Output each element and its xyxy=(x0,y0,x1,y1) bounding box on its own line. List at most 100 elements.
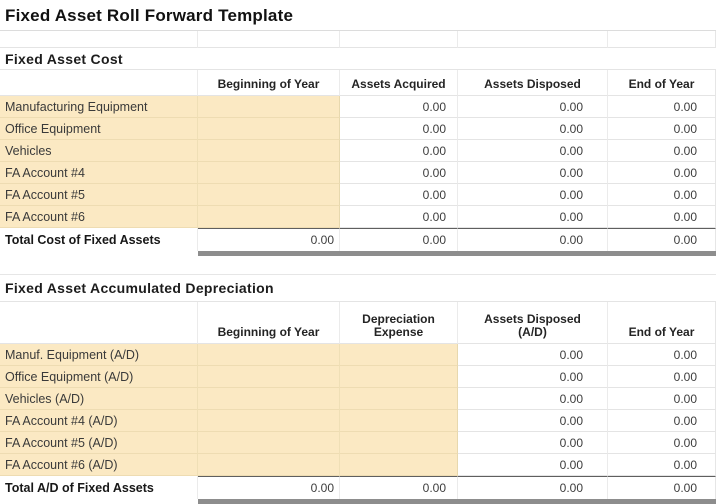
section1-header-row: Beginning of Year Assets Acquired Assets… xyxy=(0,70,716,96)
column-header-depreciation-expense[interactable]: Depreciation Expense xyxy=(340,302,458,344)
total-beginning-of-year[interactable]: 0.00 xyxy=(198,476,340,499)
cell-beginning-of-year[interactable] xyxy=(198,366,340,388)
cell-depreciation-expense[interactable] xyxy=(340,344,458,366)
cell-beginning-of-year[interactable] xyxy=(198,344,340,366)
row-label[interactable]: FA Account #5 xyxy=(0,184,198,206)
total-row-label[interactable]: Total Cost of Fixed Assets xyxy=(0,228,198,251)
cell-end-of-year[interactable]: 0.00 xyxy=(608,432,716,454)
total-end-of-year[interactable]: 0.00 xyxy=(608,228,716,251)
cell-end-of-year[interactable]: 0.00 xyxy=(608,410,716,432)
cell-depreciation-expense[interactable] xyxy=(340,410,458,432)
total-beginning-of-year[interactable]: 0.00 xyxy=(198,228,340,251)
cell-beginning-of-year[interactable] xyxy=(198,388,340,410)
cell-depreciation-expense[interactable] xyxy=(340,432,458,454)
total-assets-disposed[interactable]: 0.00 xyxy=(458,228,608,251)
cell-end-of-year[interactable]: 0.00 xyxy=(608,366,716,388)
empty-cell[interactable] xyxy=(198,31,340,48)
section2-heading[interactable]: Fixed Asset Accumulated Depreciation xyxy=(5,280,274,296)
sheet-title[interactable]: Fixed Asset Roll Forward Template xyxy=(5,6,294,25)
table-row: FA Account #6 0.00 0.00 0.00 xyxy=(0,206,716,228)
cell-assets-disposed[interactable]: 0.00 xyxy=(458,162,608,184)
cell-beginning-of-year[interactable] xyxy=(198,140,340,162)
cell-assets-acquired[interactable]: 0.00 xyxy=(340,118,458,140)
column-header-end-of-year[interactable]: End of Year xyxy=(608,70,716,96)
cell-beginning-of-year[interactable] xyxy=(198,432,340,454)
empty-cell[interactable] xyxy=(608,31,716,48)
total-underline-bar xyxy=(198,499,716,504)
column-header-assets-disposed-ad[interactable]: Assets Disposed (A/D) xyxy=(458,302,608,344)
section2-heading-row: Fixed Asset Accumulated Depreciation xyxy=(0,275,716,302)
cell-assets-acquired[interactable]: 0.00 xyxy=(340,184,458,206)
row-label[interactable]: FA Account #5 (A/D) xyxy=(0,432,198,454)
cell-beginning-of-year[interactable] xyxy=(198,454,340,476)
cell-assets-disposed-ad[interactable]: 0.00 xyxy=(458,388,608,410)
cell-beginning-of-year[interactable] xyxy=(198,118,340,140)
empty-cell[interactable] xyxy=(0,31,198,48)
cell-beginning-of-year[interactable] xyxy=(198,96,340,118)
cell-end-of-year[interactable]: 0.00 xyxy=(608,118,716,140)
column-header-end-of-year[interactable]: End of Year xyxy=(608,302,716,344)
cell-end-of-year[interactable]: 0.00 xyxy=(608,140,716,162)
cell-assets-disposed-ad[interactable]: 0.00 xyxy=(458,410,608,432)
cell-end-of-year[interactable]: 0.00 xyxy=(608,162,716,184)
total-depreciation-expense[interactable]: 0.00 xyxy=(340,476,458,499)
empty-cell[interactable] xyxy=(0,302,198,344)
cell-assets-disposed-ad[interactable]: 0.00 xyxy=(458,432,608,454)
section1-heading[interactable]: Fixed Asset Cost xyxy=(5,50,123,67)
cell-end-of-year[interactable]: 0.00 xyxy=(608,344,716,366)
section1-heading-row: Fixed Asset Cost xyxy=(0,48,716,70)
column-header-assets-acquired[interactable]: Assets Acquired xyxy=(340,70,458,96)
total-row-label[interactable]: Total A/D of Fixed Assets xyxy=(0,476,198,499)
cell-beginning-of-year[interactable] xyxy=(198,162,340,184)
empty-cell[interactable] xyxy=(458,31,608,48)
column-header-assets-disposed[interactable]: Assets Disposed xyxy=(458,70,608,96)
row-label[interactable]: FA Account #4 (A/D) xyxy=(0,410,198,432)
cell-assets-disposed[interactable]: 0.00 xyxy=(458,206,608,228)
column-header-beginning-of-year[interactable]: Beginning of Year xyxy=(198,70,340,96)
table-row: Office Equipment 0.00 0.00 0.00 xyxy=(0,118,716,140)
cell-end-of-year[interactable]: 0.00 xyxy=(608,96,716,118)
empty-cell[interactable] xyxy=(0,70,198,96)
cell-depreciation-expense[interactable] xyxy=(340,454,458,476)
cell-beginning-of-year[interactable] xyxy=(198,206,340,228)
table-row: FA Account #4 0.00 0.00 0.00 xyxy=(0,162,716,184)
row-label[interactable]: Office Equipment xyxy=(0,118,198,140)
cell-beginning-of-year[interactable] xyxy=(198,410,340,432)
row-label[interactable]: Vehicles xyxy=(0,140,198,162)
cell-assets-acquired[interactable]: 0.00 xyxy=(340,206,458,228)
cell-end-of-year[interactable]: 0.00 xyxy=(608,206,716,228)
cell-beginning-of-year[interactable] xyxy=(198,184,340,206)
cell-end-of-year[interactable]: 0.00 xyxy=(608,454,716,476)
empty-cell[interactable] xyxy=(340,31,458,48)
cell-end-of-year[interactable]: 0.00 xyxy=(608,388,716,410)
total-assets-disposed-ad[interactable]: 0.00 xyxy=(458,476,608,499)
total-assets-acquired[interactable]: 0.00 xyxy=(340,228,458,251)
row-label[interactable]: FA Account #4 xyxy=(0,162,198,184)
empty-row[interactable] xyxy=(0,256,716,275)
cell-assets-disposed-ad[interactable]: 0.00 xyxy=(458,344,608,366)
cell-assets-disposed[interactable]: 0.00 xyxy=(458,118,608,140)
row-label[interactable]: FA Account #6 (A/D) xyxy=(0,454,198,476)
cell-assets-acquired[interactable]: 0.00 xyxy=(340,162,458,184)
cell-assets-disposed[interactable]: 0.00 xyxy=(458,140,608,162)
cell-depreciation-expense[interactable] xyxy=(340,388,458,410)
cell-assets-disposed[interactable]: 0.00 xyxy=(458,184,608,206)
total-end-of-year[interactable]: 0.00 xyxy=(608,476,716,499)
row-label[interactable]: Office Equipment (A/D) xyxy=(0,366,198,388)
table-row: Manuf. Equipment (A/D) 0.00 0.00 xyxy=(0,344,716,366)
table-row: FA Account #4 (A/D) 0.00 0.00 xyxy=(0,410,716,432)
cell-assets-disposed[interactable]: 0.00 xyxy=(458,96,608,118)
cell-end-of-year[interactable]: 0.00 xyxy=(608,184,716,206)
row-label[interactable]: Manuf. Equipment (A/D) xyxy=(0,344,198,366)
cell-assets-acquired[interactable]: 0.00 xyxy=(340,96,458,118)
column-header-beginning-of-year[interactable]: Beginning of Year xyxy=(198,302,340,344)
row-label[interactable]: Manufacturing Equipment xyxy=(0,96,198,118)
cell-assets-disposed-ad[interactable]: 0.00 xyxy=(458,454,608,476)
cell-assets-acquired[interactable]: 0.00 xyxy=(340,140,458,162)
cell-depreciation-expense[interactable] xyxy=(340,366,458,388)
cell-assets-disposed-ad[interactable]: 0.00 xyxy=(458,366,608,388)
row-label[interactable]: FA Account #6 xyxy=(0,206,198,228)
row-label[interactable]: Vehicles (A/D) xyxy=(0,388,198,410)
table-row: Vehicles 0.00 0.00 0.00 xyxy=(0,140,716,162)
